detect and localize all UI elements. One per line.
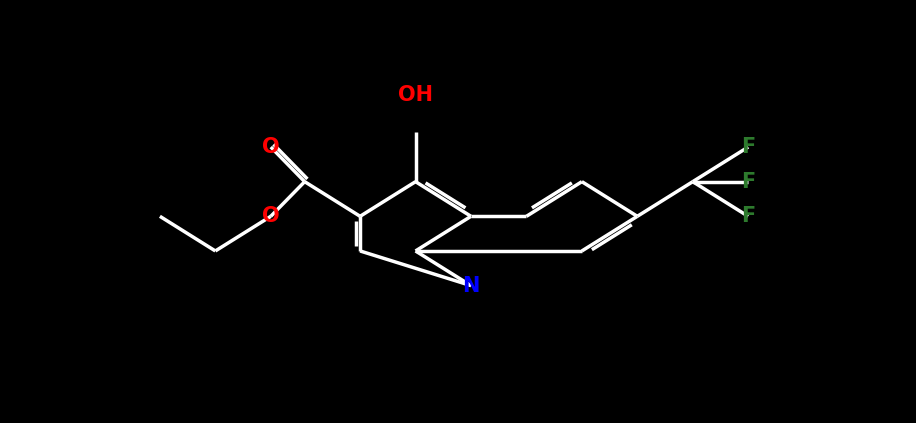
Text: F: F xyxy=(741,137,756,157)
Text: F: F xyxy=(741,206,756,226)
Text: OH: OH xyxy=(398,85,433,105)
Text: O: O xyxy=(262,137,279,157)
Text: N: N xyxy=(463,276,480,296)
Text: O: O xyxy=(262,206,279,226)
Text: F: F xyxy=(741,172,756,192)
